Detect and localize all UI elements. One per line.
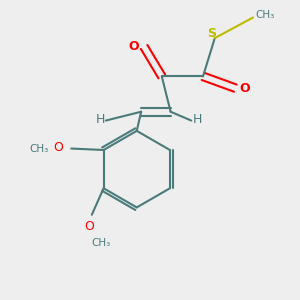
- Text: CH₃: CH₃: [91, 238, 110, 248]
- Text: O: O: [53, 141, 63, 154]
- Text: H: H: [95, 112, 105, 126]
- Text: S: S: [207, 27, 216, 40]
- Text: H: H: [192, 112, 202, 126]
- Text: O: O: [128, 40, 139, 53]
- Text: CH₃: CH₃: [29, 143, 48, 154]
- Text: O: O: [84, 220, 94, 233]
- Text: CH₃: CH₃: [255, 10, 274, 20]
- Text: O: O: [239, 82, 250, 95]
